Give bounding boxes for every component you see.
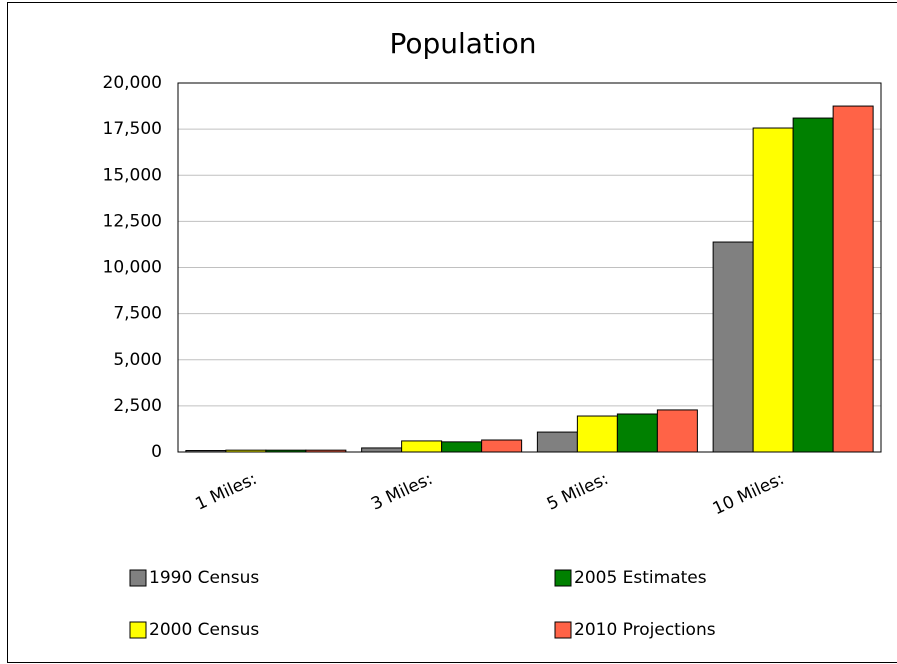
y-tick-label: 12,500 <box>103 211 162 231</box>
bar <box>185 450 227 453</box>
bar <box>792 117 834 453</box>
legend-label: 2010 Projections <box>574 620 716 640</box>
legend-label: 1990 Census <box>149 568 259 588</box>
bar <box>712 241 754 453</box>
bar <box>305 449 347 453</box>
legend-swatch <box>129 569 147 587</box>
legend-swatch <box>129 621 147 639</box>
chart-title: Population <box>389 27 536 60</box>
legend-swatch <box>554 569 572 587</box>
bar <box>481 439 523 453</box>
legend-label: 2005 Estimates <box>574 568 707 588</box>
bar <box>616 413 658 453</box>
bar <box>536 431 578 453</box>
bar <box>401 440 443 453</box>
bar <box>576 415 618 453</box>
plot-border <box>177 82 882 453</box>
bar <box>265 449 307 453</box>
bar <box>656 409 698 453</box>
y-tick-label: 0 <box>151 442 162 462</box>
legend-label: 2000 Census <box>149 620 259 640</box>
legend-swatch <box>554 621 572 639</box>
bar <box>832 105 874 453</box>
y-tick-label: 10,000 <box>103 258 162 278</box>
bar <box>361 447 403 453</box>
y-tick-label: 7,500 <box>113 304 162 324</box>
y-tick-label: 5,000 <box>113 350 162 370</box>
y-tick-label: 20,000 <box>103 73 162 93</box>
bar <box>441 441 483 453</box>
y-tick-label: 17,500 <box>103 119 162 139</box>
bar <box>752 127 794 453</box>
y-tick-label: 2,500 <box>113 396 162 416</box>
bar <box>225 449 267 453</box>
y-tick-label: 15,000 <box>103 165 162 185</box>
